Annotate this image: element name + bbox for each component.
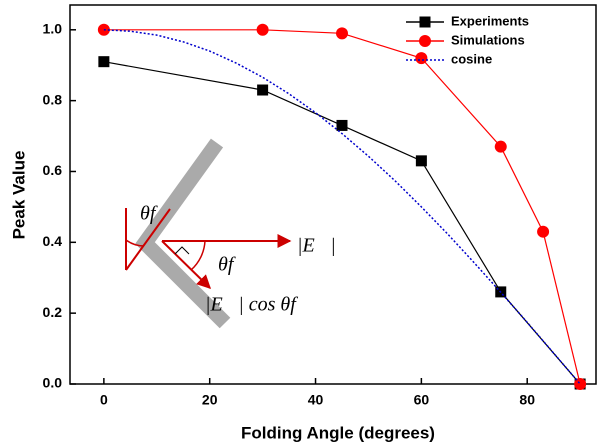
inset-diagram: θf θf |E⃗| |E⃗| cos θf <box>126 143 336 323</box>
x-tick-label: 60 <box>414 392 430 408</box>
chart: θf θf |E⃗| |E⃗| cos θf Folding Angle (de… <box>0 0 606 446</box>
y-tick-label: 0.4 <box>43 233 63 249</box>
y-tick-label: 0.0 <box>43 375 63 391</box>
plot-frame <box>70 5 596 384</box>
marker <box>420 17 431 28</box>
marker <box>416 155 427 166</box>
annotation: θf <box>218 254 236 276</box>
y-tick-label: 1.0 <box>43 20 63 36</box>
marker <box>419 35 431 47</box>
annotation: θf <box>140 203 158 225</box>
marker <box>336 120 347 131</box>
legend-label: Experiments <box>451 13 529 28</box>
marker <box>415 52 427 64</box>
marker <box>495 141 507 153</box>
x-tick-label: 40 <box>308 392 324 408</box>
data-line <box>104 62 580 384</box>
annotation: |E⃗| cos θf <box>205 294 298 316</box>
annotation: |E⃗| <box>297 235 336 257</box>
marker <box>537 226 549 238</box>
marker <box>257 85 268 96</box>
y-axis-title: Peak Value <box>9 151 28 240</box>
x-tick-label: 0 <box>100 392 108 408</box>
x-tick-label: 20 <box>202 392 218 408</box>
angle-arc <box>191 241 205 270</box>
marker <box>257 24 269 36</box>
legend-label: Simulations <box>451 32 525 47</box>
marker <box>336 27 348 39</box>
legend-label: cosine <box>451 51 492 66</box>
y-tick-label: 0.2 <box>43 304 63 320</box>
right-angle <box>175 247 189 254</box>
y-tick-label: 0.8 <box>43 91 63 107</box>
marker <box>98 56 109 67</box>
y-tick-label: 0.6 <box>43 162 63 178</box>
x-tick-label: 80 <box>519 392 535 408</box>
x-axis-title: Folding Angle (degrees) <box>241 423 435 442</box>
